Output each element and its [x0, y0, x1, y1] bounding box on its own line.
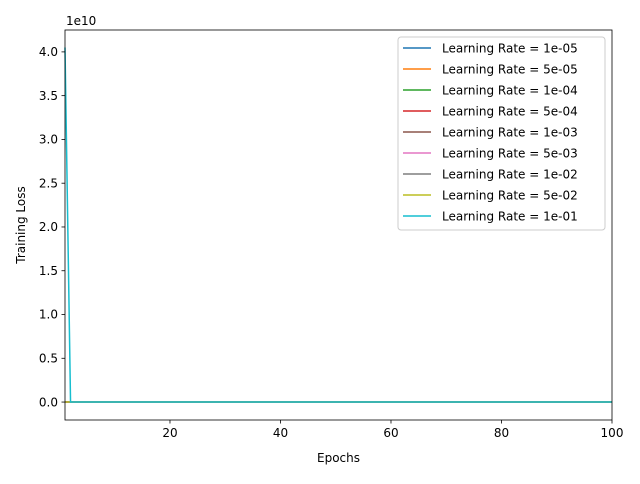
series-lines [64, 47, 612, 403]
legend-label: Learning Rate = 1e-01 [442, 209, 578, 223]
y-tick-label: 0.5 [39, 351, 58, 365]
legend-label: Learning Rate = 1e-04 [442, 83, 578, 97]
legend-label: Learning Rate = 1e-02 [442, 167, 578, 181]
x-axis-ticks: 20 40 60 80 100 [162, 420, 623, 440]
series-line-9 [64, 47, 612, 403]
y-tick-label: 1.5 [39, 264, 58, 278]
legend-label: Learning Rate = 1e-05 [442, 41, 578, 55]
legend-label: Learning Rate = 5e-05 [442, 62, 578, 76]
y-tick-label: 4.0 [39, 45, 58, 59]
y-tick-label: 1.0 [39, 308, 58, 322]
y-axis-label: Training Loss [14, 186, 28, 264]
y-tick-label: 3.5 [39, 89, 58, 103]
x-tick-label: 100 [601, 426, 624, 440]
legend: Learning Rate = 1e-05 Learning Rate = 5e-… [397, 36, 606, 231]
y-tick-label: 3.0 [39, 133, 58, 147]
legend-label: Learning Rate = 5e-04 [442, 104, 578, 118]
legend-label: Learning Rate = 5e-03 [442, 146, 578, 160]
y-tick-label: 2.5 [39, 176, 58, 190]
legend-label: Learning Rate = 1e-03 [442, 125, 578, 139]
y-axis-ticks: 0.0 0.5 1.0 1.5 2.0 2.5 3.0 3.5 4.0 [39, 45, 65, 409]
legend-label: Learning Rate = 5e-02 [442, 188, 578, 202]
legend-frame [397, 36, 606, 231]
y-tick-label: 0.0 [39, 395, 58, 409]
y-tick-label: 2.0 [39, 220, 58, 234]
x-tick-label: 60 [383, 426, 398, 440]
x-tick-label: 80 [494, 426, 509, 440]
y-offset-text: 1e10 [66, 14, 96, 28]
plot-frame [64, 29, 613, 421]
x-axis-label: Epochs [317, 451, 360, 465]
x-tick-label: 20 [162, 426, 177, 440]
x-tick-label: 40 [273, 426, 288, 440]
